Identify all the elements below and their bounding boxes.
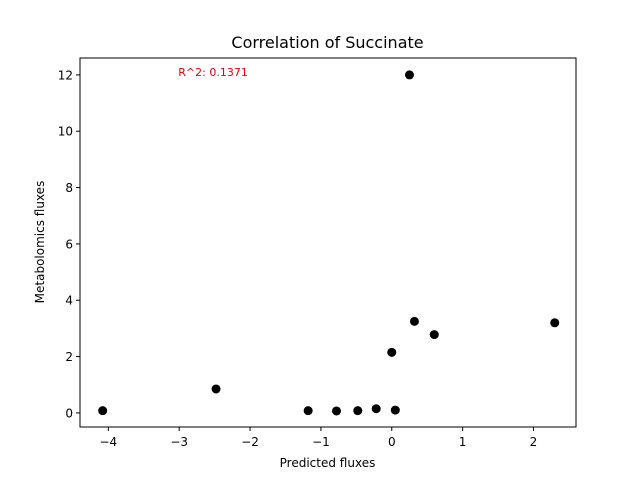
data-point — [98, 406, 108, 416]
data-point — [390, 405, 400, 415]
plot-frame — [79, 57, 577, 428]
x-axis-label: Predicted fluxes — [280, 456, 376, 470]
x-tick-label: −2 — [241, 435, 259, 449]
y-tick-label: 2 — [65, 350, 73, 364]
x-tick-label: 1 — [459, 435, 467, 449]
r-squared-annotation: R^2: 0.1371 — [178, 66, 248, 79]
data-point — [409, 316, 419, 326]
data-point — [404, 70, 414, 80]
x-tick-label: 0 — [388, 435, 396, 449]
y-tick-label: 0 — [65, 406, 73, 420]
x-tick-label: −4 — [99, 435, 117, 449]
chart-title: Correlation of Succinate — [231, 33, 423, 52]
data-point — [211, 384, 221, 394]
x-tick-label: −1 — [312, 435, 330, 449]
data-point — [303, 406, 313, 416]
y-tick-label: 10 — [58, 125, 73, 139]
data-point — [429, 330, 439, 340]
data-points — [98, 70, 560, 416]
data-point — [387, 347, 397, 357]
data-point — [371, 404, 381, 414]
y-axis-label: Metabolomics fluxes — [33, 181, 47, 304]
data-point — [353, 406, 363, 416]
x-tick-label: 2 — [530, 435, 538, 449]
y-tick-label: 8 — [65, 181, 73, 195]
x-tick-label: −3 — [170, 435, 188, 449]
data-point — [550, 318, 560, 328]
y-tick-label: 6 — [65, 237, 73, 251]
y-tick-label: 4 — [65, 294, 73, 308]
data-point — [332, 406, 342, 416]
y-tick-label: 12 — [58, 68, 73, 82]
